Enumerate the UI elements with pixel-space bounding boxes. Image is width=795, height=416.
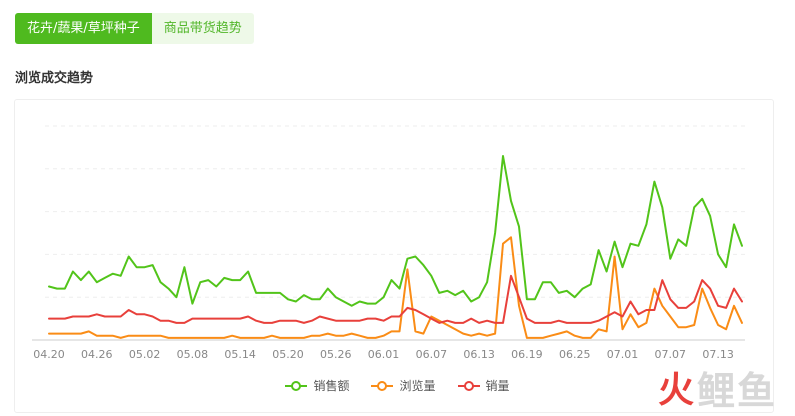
watermark-logo: 火 鲤鱼 — [658, 372, 777, 410]
x-tick-label: 05.20 — [272, 348, 304, 361]
legend-label-sales-volume: 销量 — [485, 379, 510, 393]
x-tick-label: 06.25 — [559, 348, 591, 361]
legend-label-sales-amount: 销售额 — [313, 379, 350, 393]
watermark-fire-glyph: 火 — [657, 370, 694, 411]
x-tick-label: 05.08 — [177, 348, 209, 361]
legend-symbol-sales-volume — [457, 380, 480, 392]
x-axis: 04.20 04.26 05.02 05.08 05.14 05.20 05.26 06.01… — [32, 339, 745, 361]
x-tick-label: 06.01 — [368, 348, 400, 361]
x-tick-label: 06.19 — [511, 348, 543, 361]
x-tick-label: 06.13 — [463, 348, 495, 361]
legend-symbol-views — [371, 380, 394, 392]
x-tick-label: 05.26 — [320, 348, 352, 361]
tab-product-trend[interactable]: 商品带货趋势 — [151, 13, 254, 44]
x-tick-label: 05.14 — [224, 348, 256, 361]
chart-card — [14, 99, 774, 413]
x-tick-label: 06.07 — [416, 348, 448, 361]
x-tick-label: 04.20 — [33, 348, 65, 361]
x-tick-label: 07.01 — [607, 348, 639, 361]
legend-symbol-sales-amount — [285, 380, 308, 392]
series-line-3 — [48, 274, 743, 324]
legend-item-sales-volume[interactable]: 销量 — [457, 377, 510, 394]
x-tick-label: 07.07 — [655, 348, 687, 361]
legend-item-sales-amount[interactable]: 销售额 — [285, 377, 349, 394]
series-line-2 — [48, 236, 743, 339]
legend-label-views: 浏览量 — [399, 379, 436, 393]
tab-flower-seeds[interactable]: 花卉/蔬果/草坪种子 — [15, 13, 152, 44]
section-title: 浏览成交趋势 — [15, 71, 94, 86]
category-tabs: 花卉/蔬果/草坪种子 商品带货趋势 — [15, 13, 254, 44]
x-tick-label: 07.13 — [702, 348, 734, 361]
watermark-text: 鲤鱼 — [696, 369, 777, 413]
chart-series — [48, 155, 743, 339]
grid-lines — [45, 125, 745, 298]
x-tick-label: 05.02 — [129, 348, 161, 361]
chart-legend: 销售额 浏览量 销量 — [0, 377, 795, 394]
x-tick-label: 04.26 — [81, 348, 113, 361]
legend-item-views[interactable]: 浏览量 — [371, 377, 436, 394]
series-line-1 — [48, 155, 743, 307]
